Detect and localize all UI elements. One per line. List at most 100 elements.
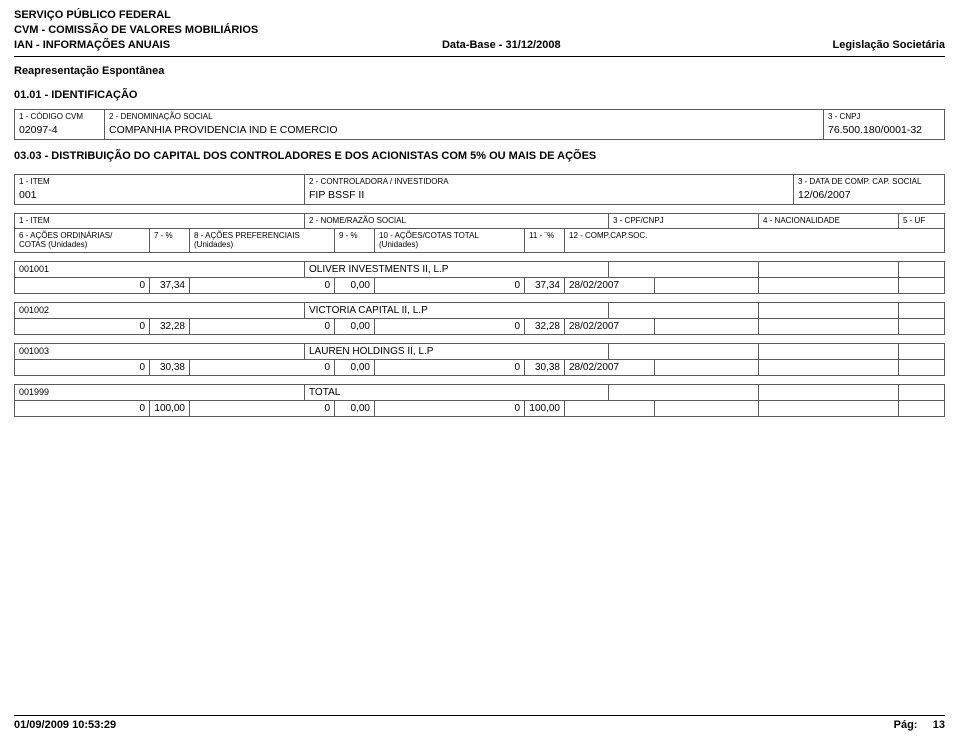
ctrl-col1-value: 001 (19, 189, 300, 201)
row-item: 001002 (15, 303, 305, 318)
sh-head-c5: 5 - UF (899, 214, 944, 228)
row-nac2 (759, 319, 899, 334)
ctrl-col3: 3 - DATA DE COMP. CAP. SOCIAL 12/06/2007 (794, 175, 944, 204)
row-item: 001003 (15, 344, 305, 359)
col6-lbl-a: 6 - AÇÕES ORDINÁRIAS/ (19, 231, 145, 240)
shareholder-num-row: 030,3800,00030,3828/02/2007 (14, 359, 945, 376)
row-total-pct: 37,34 (525, 278, 565, 293)
row-pref: 0 (190, 360, 335, 375)
row-fill (655, 401, 759, 416)
row-pref: 0 (190, 278, 335, 293)
row-cpf (609, 344, 759, 359)
col8-lbl-b: (Unidades) (194, 240, 330, 249)
row-fill (655, 319, 759, 334)
header-line2: CVM - COMISSÃO DE VALORES MOBILIÁRIOS (14, 23, 945, 38)
row-ord-pct: 30,38 (150, 360, 190, 375)
ctrl-col2: 2 - CONTROLADORA / INVESTIDORA FIP BSSF … (305, 175, 794, 204)
ctrl-col1: 1 - ITEM 001 (15, 175, 305, 204)
sub-title: Reapresentação Espontânea (14, 65, 945, 77)
sh-head-c1-lbl: 1 - ITEM (19, 216, 300, 225)
row-nac (759, 303, 899, 318)
header-rule (14, 56, 945, 57)
row-date: 28/02/2007 (565, 319, 655, 334)
row-item: 001999 (15, 385, 305, 400)
row-date (565, 401, 655, 416)
row-ord-pct: 100,00 (150, 401, 190, 416)
section-01-title: 01.01 - IDENTIFICAÇÃO (14, 89, 945, 101)
identification-box: 1 - CÓDIGO CVM 02097-4 2 - DENOMINAÇÃO S… (14, 109, 945, 140)
id-col1-label: 1 - CÓDIGO CVM (19, 112, 100, 121)
page: SERVIÇO PÚBLICO FEDERAL CVM - COMISSÃO D… (0, 0, 959, 425)
id-col1: 1 - CÓDIGO CVM 02097-4 (15, 110, 105, 139)
row-item: 001001 (15, 262, 305, 277)
col10-lbl-b: (Unidades) (379, 240, 520, 249)
row-ord-pct: 32,28 (150, 319, 190, 334)
row-total-pct: 30,38 (525, 360, 565, 375)
shareholder-num-row: 032,2800,00032,2828/02/2007 (14, 318, 945, 335)
row-nac (759, 262, 899, 277)
shareholder-group: 001999TOTAL0100,0000,000100,00 (14, 384, 945, 417)
row-uf (899, 303, 944, 318)
sh-head-c4: 4 - NACIONALIDADE (759, 214, 899, 228)
row-uf2 (899, 278, 944, 293)
row-nac (759, 385, 899, 400)
col11-lbl: 11 - ¨% (529, 231, 560, 240)
shareholder-top-row: 001002VICTORIA CAPITAL II, L.P (14, 302, 945, 318)
sh-head-c4-lbl: 4 - NACIONALIDADE (763, 216, 894, 225)
row-uf (899, 385, 944, 400)
row-pref: 0 (190, 401, 335, 416)
col10: 10 - AÇÕES/COTAS TOTAL (Unidades) (375, 229, 525, 252)
row-pref-pct: 0,00 (335, 360, 375, 375)
sh-head-c1: 1 - ITEM (15, 214, 305, 228)
columns-header: 6 - AÇÕES ORDINÁRIAS/ COTAS (Unidades) 7… (14, 229, 945, 253)
col8-lbl-a: 8 - AÇÕES PREFERENCIAIS (194, 231, 330, 240)
shareholder-top-row: 001999TOTAL (14, 384, 945, 400)
row-total-pct: 100,00 (525, 401, 565, 416)
col7: 7 - % (150, 229, 190, 252)
footer-page-value: 13 (933, 719, 945, 731)
row-nac2 (759, 360, 899, 375)
col12: 12 - COMP.CAP.SOC. (565, 229, 944, 252)
col7-lbl: 7 - % (154, 231, 185, 240)
row-name: LAUREN HOLDINGS II, L.P (305, 344, 609, 359)
row-total: 0 (375, 319, 525, 334)
row-ord: 0 (15, 319, 150, 334)
id-col2-label: 2 - DENOMINAÇÃO SOCIAL (109, 112, 819, 121)
ctrl-col1-label: 1 - ITEM (19, 177, 300, 186)
id-col2: 2 - DENOMINAÇÃO SOCIAL COMPANHIA PROVIDE… (105, 110, 824, 139)
shareholder-group: 001001OLIVER INVESTMENTS II, L.P037,3400… (14, 261, 945, 294)
col10-lbl-a: 10 - AÇÕES/COTAS TOTAL (379, 231, 520, 240)
row-ord: 0 (15, 360, 150, 375)
row-cpf (609, 303, 759, 318)
header-line3-mid: Data-Base - 31/12/2008 (442, 38, 561, 53)
id-col3-label: 3 - CNPJ (828, 112, 940, 121)
shareholder-num-row: 037,3400,00037,3428/02/2007 (14, 277, 945, 294)
row-cpf (609, 262, 759, 277)
id-col2-value: COMPANHIA PROVIDENCIA IND E COMERCIO (109, 124, 819, 136)
col9: 9 - % (335, 229, 375, 252)
sh-head-c5-lbl: 5 - UF (903, 216, 940, 225)
row-uf (899, 262, 944, 277)
row-name: OLIVER INVESTMENTS II, L.P (305, 262, 609, 277)
row-uf (899, 344, 944, 359)
footer-page: Pág: 13 (894, 719, 945, 731)
header-line3: IAN - INFORMAÇÕES ANUAIS Data-Base - 31/… (14, 38, 945, 53)
header-line3-left: IAN - INFORMAÇÕES ANUAIS (14, 38, 170, 53)
footer-page-label: Pág: (894, 719, 918, 731)
col12-lbl: 12 - COMP.CAP.SOC. (569, 231, 940, 240)
shareholder-top-row: 001003LAUREN HOLDINGS II, L.P (14, 343, 945, 359)
row-fill (655, 360, 759, 375)
row-ord-pct: 37,34 (150, 278, 190, 293)
footer: 01/09/2009 10:53:29 Pág: 13 (14, 715, 945, 731)
row-total: 0 (375, 360, 525, 375)
col9-lbl: 9 - % (339, 231, 370, 240)
row-nac2 (759, 278, 899, 293)
shareholder-top-row: 001001OLIVER INVESTMENTS II, L.P (14, 261, 945, 277)
ctrl-col3-label: 3 - DATA DE COMP. CAP. SOCIAL (798, 177, 940, 186)
row-total: 0 (375, 278, 525, 293)
sh-head-c3-lbl: 3 - CPF/CNPJ (613, 216, 754, 225)
rows-container: 001001OLIVER INVESTMENTS II, L.P037,3400… (14, 261, 945, 417)
row-total: 0 (375, 401, 525, 416)
shareholder-group: 001002VICTORIA CAPITAL II, L.P032,2800,0… (14, 302, 945, 335)
header-line3-right: Legislação Societária (833, 38, 946, 53)
